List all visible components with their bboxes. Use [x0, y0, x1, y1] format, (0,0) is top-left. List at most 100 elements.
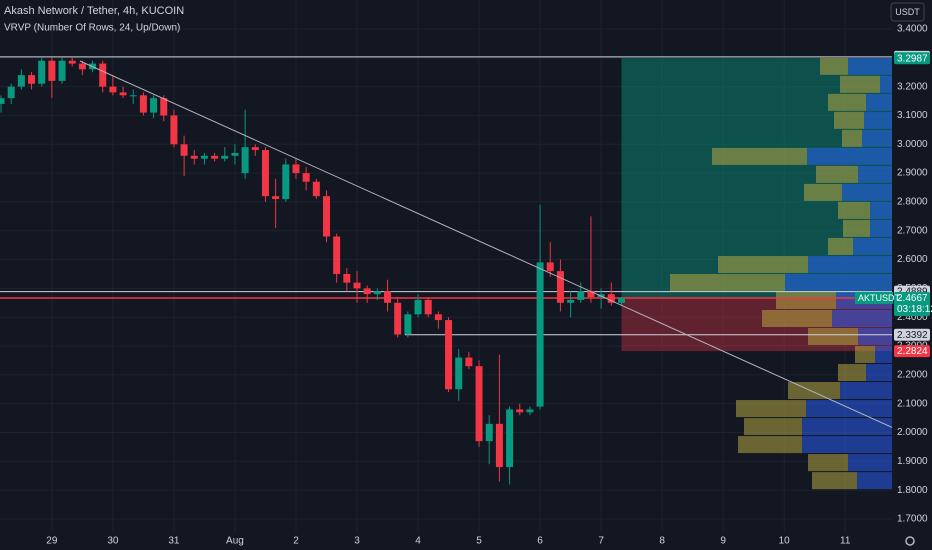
candle-body: [0, 98, 5, 104]
profile-down: [802, 418, 892, 436]
profile-down: [785, 273, 892, 291]
candle-body: [68, 60, 76, 64]
y-tick-label: 3.2000: [897, 81, 928, 92]
profile-down: [866, 364, 892, 382]
symbol-tag: [855, 291, 893, 304]
candle-body: [353, 282, 361, 289]
profile-up: [820, 57, 848, 75]
x-tick-label: 6: [537, 536, 543, 547]
candle-body: [394, 302, 402, 335]
candle-body: [150, 98, 158, 113]
chart-title: Akash Network / Tether, 4h, KUCOIN: [4, 5, 184, 17]
candle-body: [536, 262, 544, 407]
price-axis: 1.70001.80001.90002.00002.10002.20002.30…: [892, 0, 932, 532]
candle-body: [546, 262, 554, 272]
profile-up: [834, 111, 864, 129]
profile-up: [842, 129, 862, 147]
currency-label: USDT: [895, 7, 920, 17]
plot-area: [0, 0, 892, 532]
profile-up: [843, 219, 870, 237]
x-tick-label: 7: [598, 536, 604, 547]
candle-body: [445, 320, 453, 390]
profile-down: [848, 454, 892, 472]
candle-body: [434, 314, 442, 321]
candle-body: [343, 273, 351, 283]
profile-up: [840, 75, 880, 93]
candle-body: [404, 314, 412, 335]
profile-up: [712, 147, 807, 165]
profile-up: [808, 454, 848, 472]
price-tag-label: 3.2987: [897, 53, 928, 64]
y-tick-label: 3.0000: [897, 139, 928, 150]
x-tick-label: 9: [720, 536, 726, 547]
profile-down: [840, 382, 892, 400]
candle-body: [282, 164, 290, 200]
profile-up: [738, 436, 802, 454]
x-tick-label: 31: [168, 536, 180, 547]
candle-body: [170, 115, 178, 145]
candle-body: [38, 60, 46, 84]
profile-down: [853, 237, 892, 255]
candle-body: [556, 271, 564, 303]
price-tag: [894, 345, 930, 358]
x-tick-label: 29: [46, 536, 58, 547]
candle-body: [231, 152, 239, 156]
candle-body: [363, 288, 371, 295]
price-tag: [894, 328, 930, 341]
settings-icon[interactable]: [905, 536, 915, 546]
profile-up: [838, 364, 866, 382]
profile-down: [862, 129, 892, 147]
trend-line[interactable]: [79, 60, 921, 441]
candle-body: [160, 98, 168, 116]
profile-up: [670, 273, 785, 291]
x-tick-label: 4: [415, 536, 421, 547]
profile-down: [807, 147, 892, 165]
candle-body: [58, 60, 66, 81]
profile-down: [857, 472, 892, 490]
candle-body: [384, 291, 392, 303]
candle-body: [312, 181, 320, 197]
y-tick-label: 2.2000: [897, 369, 928, 380]
candle-body: [17, 75, 25, 87]
profile-down: [864, 111, 892, 129]
x-tick-label: 8: [659, 536, 665, 547]
profile-up: [776, 291, 836, 309]
candle-body: [302, 173, 310, 182]
profile-down: [880, 75, 892, 93]
candle-body: [333, 236, 341, 274]
candle-body: [221, 155, 229, 159]
currency-button[interactable]: [890, 2, 925, 22]
profile-up: [788, 382, 840, 400]
profile-down: [870, 201, 892, 219]
candle-body: [577, 291, 585, 300]
candle-body: [78, 63, 86, 70]
candle-body: [414, 299, 422, 315]
profile-up: [816, 165, 858, 183]
candle-body: [251, 147, 259, 151]
profile-up: [762, 309, 832, 328]
candle-body: [7, 86, 15, 99]
y-tick-label: 2.1000: [897, 398, 928, 409]
profile-up: [828, 237, 853, 255]
profile-up: [718, 255, 808, 273]
candle-body: [516, 409, 524, 413]
candle-body: [28, 75, 36, 84]
candle-body: [485, 423, 493, 442]
candle-body: [373, 291, 381, 295]
candle-body: [475, 366, 483, 442]
profile-up: [808, 328, 858, 346]
profile-down: [848, 57, 892, 75]
candle-body: [109, 86, 117, 93]
x-tick-label: 30: [107, 536, 119, 547]
candle-body: [180, 144, 188, 156]
profile-up: [838, 201, 870, 219]
profile-down: [875, 346, 892, 364]
last-price-tag: [894, 291, 930, 316]
candle-body: [99, 63, 107, 87]
candle-body: [272, 196, 280, 200]
y-tick-label: 3.4000: [897, 24, 928, 35]
y-tick-label: 2.7000: [897, 225, 928, 236]
candle-body: [261, 150, 269, 197]
countdown-label: 03:18:12: [897, 304, 932, 315]
candle-body: [129, 95, 137, 97]
